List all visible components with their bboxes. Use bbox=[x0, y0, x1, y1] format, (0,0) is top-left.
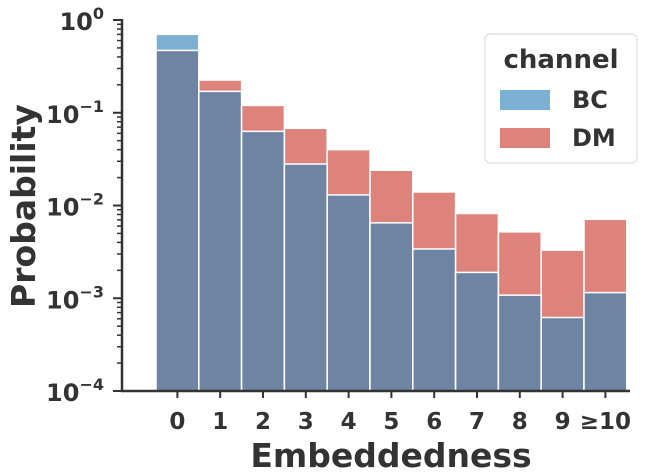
x-tick-label-3: 3 bbox=[298, 409, 314, 435]
bar-overlap-2 bbox=[240, 130, 286, 392]
x-axis-label: Embeddedness bbox=[250, 436, 531, 474]
bar-overlap-10 bbox=[583, 291, 628, 392]
x-tick-label-8: 8 bbox=[512, 409, 528, 435]
x-tick-label-2: 2 bbox=[255, 409, 271, 435]
bar-overlap-7 bbox=[454, 271, 500, 392]
y-tick-label: 10−3 bbox=[46, 282, 104, 314]
x-tick-label-0: 0 bbox=[169, 409, 185, 435]
x-tick-label-6: 6 bbox=[426, 409, 442, 435]
legend-swatch-bc bbox=[500, 90, 550, 110]
bar-overlap-1 bbox=[198, 90, 243, 392]
bars-group bbox=[155, 33, 628, 392]
x-tick-label-9: 9 bbox=[555, 409, 571, 435]
legend-label-bc: BC bbox=[572, 86, 608, 114]
x-tick-label-4: 4 bbox=[341, 409, 357, 435]
bar-overlap-0 bbox=[155, 49, 200, 392]
bar-overlap-3 bbox=[283, 163, 328, 392]
bar-overlap-4 bbox=[326, 194, 371, 392]
legend: channel BC DM bbox=[484, 33, 638, 164]
axes-group: 0 1 2 3 4 5 6 7 8 9 ≥10 100 10−1 10−2 10−3 10−4 bbox=[46, 4, 631, 435]
bar-overlap-5 bbox=[369, 222, 414, 392]
bar-overlap-6 bbox=[412, 248, 457, 392]
y-axis-label: Probability bbox=[4, 104, 43, 308]
legend-title: channel bbox=[503, 45, 618, 75]
x-tick-label-1: 1 bbox=[212, 409, 228, 435]
y-tick-label: 10−2 bbox=[46, 190, 104, 222]
x-tick-label-10: ≥10 bbox=[580, 409, 631, 435]
x-tick-label-5: 5 bbox=[383, 409, 399, 435]
x-tick-label-7: 7 bbox=[469, 409, 485, 435]
legend-label-dm: DM bbox=[572, 124, 616, 152]
bar-overlap-8 bbox=[497, 294, 542, 392]
bar-overlap-9 bbox=[540, 316, 585, 392]
y-tick-label: 10−4 bbox=[46, 375, 104, 407]
y-tick-label: 10−1 bbox=[46, 97, 104, 129]
legend-swatch-dm bbox=[500, 128, 550, 148]
y-tick-label: 100 bbox=[59, 4, 104, 36]
